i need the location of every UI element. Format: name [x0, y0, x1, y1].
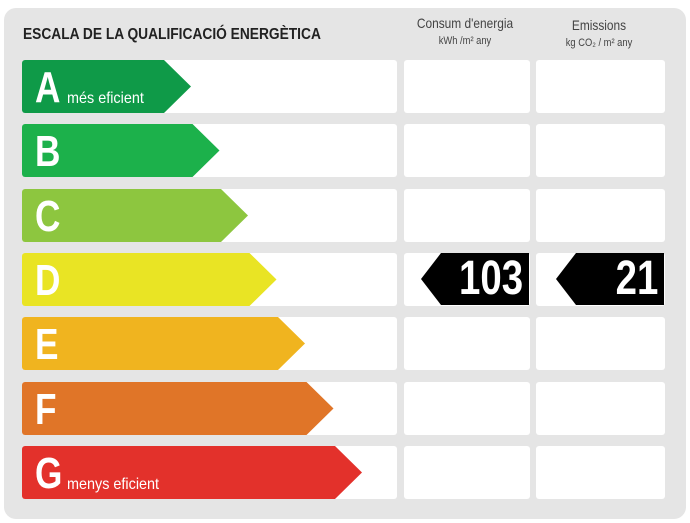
- emissions-cell: [536, 382, 665, 435]
- rating-subtitle: més eficient: [67, 90, 144, 107]
- label-title: ESCALA DE LA QUALIFICACIÓ ENERGÈTICA: [23, 26, 321, 43]
- rating-letter: C: [35, 192, 61, 241]
- consum-value: 103: [458, 252, 523, 305]
- consum-header: Consum d'energia kWh /m² any: [410, 14, 521, 50]
- rating-arrow-e: E: [22, 317, 305, 370]
- rating-letter: B: [35, 127, 61, 176]
- emissions-cell: [536, 317, 665, 370]
- consum-value-marker: 103: [421, 253, 529, 305]
- consum-unit: kWh /m² any: [438, 35, 492, 47]
- emissions-unit: kg CO₂ / m² any: [565, 37, 633, 49]
- rating-letter: F: [35, 385, 57, 434]
- emissions-header: Emissions kg CO₂ / m² any: [543, 16, 655, 52]
- emissions-value-marker: 21: [556, 253, 664, 305]
- consum-cell: [404, 124, 530, 177]
- consum-cell: [404, 446, 530, 499]
- emissions-cell: [536, 124, 665, 177]
- rating-arrow-b: B: [22, 124, 220, 177]
- rating-subtitle: menys eficient: [67, 476, 160, 493]
- rating-arrow-d: D: [22, 253, 277, 306]
- consum-cell: [404, 60, 530, 113]
- consum-cell: [404, 382, 530, 435]
- rating-letter: G: [35, 449, 63, 498]
- rating-arrow-c: C: [22, 189, 248, 242]
- rating-arrow-f: F: [22, 382, 334, 435]
- rating-letter: D: [35, 256, 61, 305]
- emissions-label: Emissions: [571, 17, 627, 33]
- rating-letter: A: [35, 63, 61, 112]
- emissions-value: 21: [615, 252, 658, 305]
- emissions-cell: [536, 189, 665, 242]
- consum-label: Consum d'energia: [416, 15, 514, 31]
- consum-cell: [404, 317, 530, 370]
- consum-cell: [404, 189, 530, 242]
- emissions-cell: [536, 60, 665, 113]
- rating-letter: E: [35, 320, 59, 369]
- emissions-cell: [536, 446, 665, 499]
